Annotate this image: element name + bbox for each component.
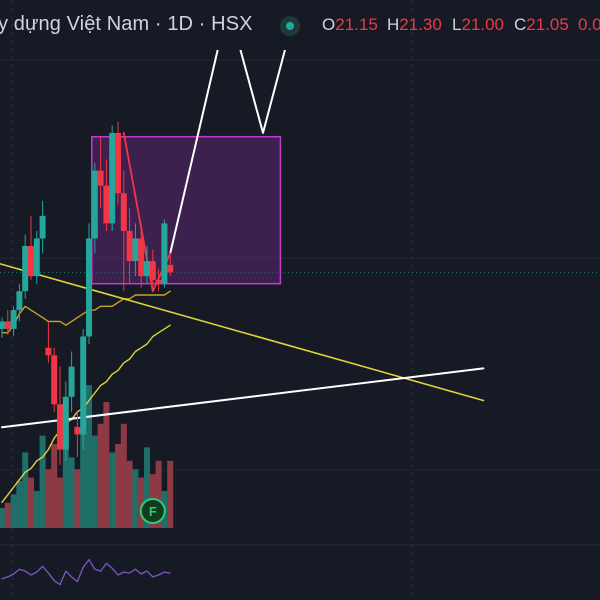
candle-body	[91, 170, 98, 239]
earnings-badge-label: F	[149, 504, 157, 519]
candle-body	[161, 223, 168, 284]
candle-body	[51, 355, 58, 405]
candle-body	[103, 185, 110, 224]
high-value: 21.30	[399, 15, 442, 34]
volume-bar	[103, 402, 110, 528]
indicator-line	[1, 558, 171, 586]
volume-bar	[74, 469, 81, 528]
volume-bar	[51, 444, 58, 528]
open-value: 21.15	[335, 15, 378, 34]
candle-body	[97, 170, 104, 186]
volume-bar	[91, 435, 98, 528]
candle-body	[86, 238, 92, 337]
trend-line-long	[0, 262, 485, 402]
volume-bar	[144, 447, 150, 528]
candle-body	[80, 336, 87, 435]
candle-body	[0, 321, 5, 329]
volume-bar	[109, 452, 116, 528]
volume-bar	[39, 435, 46, 528]
volume-bar	[80, 427, 87, 528]
candle-body	[33, 238, 40, 277]
candle-body	[155, 279, 162, 284]
volume-bar	[16, 480, 23, 528]
ohlc-open: O21.15	[322, 15, 378, 35]
candle-body	[68, 366, 75, 397]
volume-bar	[120, 423, 127, 528]
volume-bar	[57, 477, 63, 528]
volume-bar	[45, 469, 52, 528]
candle-body	[22, 246, 29, 292]
close-label: C	[514, 15, 527, 34]
candle-body	[4, 321, 11, 329]
volume-bar	[0, 507, 5, 528]
legend-header: y dựng Việt Nam · 1D · HSX O21.15 H21.30…	[0, 0, 600, 50]
candle-body	[132, 238, 139, 262]
volume-bar	[28, 477, 34, 528]
ohlc-high: H21.30	[387, 15, 442, 35]
ohlc-change: 0.0	[578, 15, 600, 35]
high-label: H	[387, 15, 400, 34]
volume-bar	[155, 460, 162, 528]
earnings-badges[interactable]: F	[139, 498, 166, 524]
volume-bar	[62, 427, 69, 528]
close-value: 21.05	[526, 15, 569, 34]
volume-bar	[86, 385, 92, 528]
low-label: L	[452, 15, 462, 34]
volume-bar	[167, 460, 174, 528]
volume-bar	[132, 469, 139, 528]
candle-body	[167, 264, 174, 273]
candle-body	[126, 230, 133, 262]
candle-body	[28, 246, 34, 277]
candle-body	[149, 261, 156, 280]
volume-bar	[4, 502, 11, 528]
volume-bar	[22, 452, 29, 528]
candle-body	[45, 347, 52, 356]
projection-path	[169, 50, 286, 255]
candle-body	[10, 310, 17, 329]
candle-body	[120, 193, 127, 231]
change-value: 0.0	[578, 15, 600, 34]
candle-body	[16, 291, 23, 311]
volume-bar	[126, 460, 133, 528]
market-status-icon[interactable]	[280, 16, 300, 36]
candle-body	[74, 426, 81, 435]
candle-body	[109, 132, 116, 224]
candles	[0, 121, 174, 465]
earnings-badge-circle	[139, 498, 166, 524]
candle-body	[57, 404, 63, 450]
candle-body	[115, 132, 121, 194]
candle-body	[144, 261, 150, 277]
candle-body	[39, 215, 46, 239]
volume-bar	[115, 444, 121, 528]
symbol-title[interactable]: y dựng Việt Nam · 1D · HSX	[0, 13, 253, 35]
volume-bar	[10, 494, 17, 528]
candle-body	[62, 396, 69, 450]
candle-body	[138, 238, 145, 277]
open-label: O	[322, 15, 336, 34]
low-value: 21.00	[461, 15, 505, 34]
drawings[interactable]	[0, 0, 485, 429]
indicator-pane	[1, 558, 171, 586]
ohlc-low: L21.00	[452, 15, 504, 35]
volume-bar	[97, 423, 104, 528]
earnings-icon[interactable]: F	[139, 498, 166, 524]
ohlc-close: C21.05	[514, 15, 569, 35]
volume-bar	[68, 457, 75, 528]
volume-bar	[33, 491, 40, 528]
volume-bar	[138, 477, 145, 528]
status-dot-icon	[286, 22, 294, 30]
